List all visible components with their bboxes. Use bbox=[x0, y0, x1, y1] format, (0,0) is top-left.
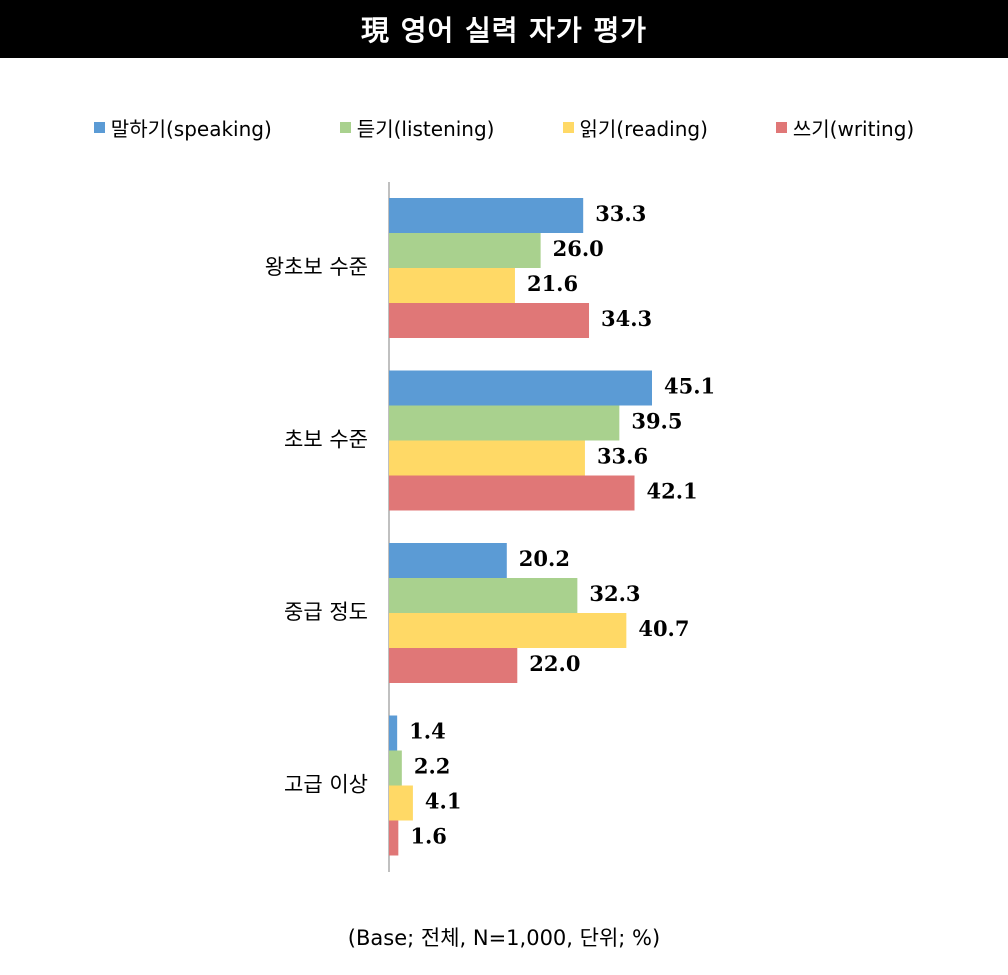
bar bbox=[389, 613, 627, 648]
data-label: 20.2 bbox=[519, 546, 570, 571]
bar bbox=[389, 750, 402, 786]
bar bbox=[389, 785, 413, 821]
data-label: 45.1 bbox=[664, 374, 715, 399]
data-label: 26.0 bbox=[553, 236, 604, 261]
bar bbox=[389, 543, 507, 578]
legend-item: 듣기(listening) bbox=[339, 113, 495, 142]
legend-item: 말하기(speaking) bbox=[93, 113, 272, 142]
chart-plot: 왕초보 수준 33.3 26.0 21.6 34.3 초보 수준 45.1 39.5 33.6 4… bbox=[265, 182, 715, 872]
bar bbox=[389, 405, 620, 441]
category-label: 초보 수준 bbox=[284, 428, 368, 452]
bar bbox=[389, 198, 584, 233]
category-label: 중급 정도 bbox=[284, 600, 368, 624]
legend-label: 듣기(listening) bbox=[356, 116, 495, 141]
bar bbox=[389, 233, 541, 268]
legend-swatch bbox=[339, 121, 351, 133]
chart-title: 現 영어 실력 자가 평가 bbox=[0, 0, 1008, 58]
bar bbox=[389, 370, 652, 406]
legend-item: 쓰기(writing) bbox=[775, 113, 915, 142]
data-label: 2.2 bbox=[414, 754, 451, 779]
bar bbox=[389, 475, 635, 511]
data-label: 40.7 bbox=[638, 616, 689, 641]
bar bbox=[389, 268, 515, 303]
category-label: 고급 이상 bbox=[284, 773, 368, 797]
data-label: 42.1 bbox=[647, 479, 698, 504]
legend-label: 말하기(speaking) bbox=[110, 116, 272, 141]
legend-swatch bbox=[775, 121, 787, 133]
bar bbox=[389, 820, 399, 856]
data-label: 33.6 bbox=[597, 444, 648, 469]
legend: 말하기(speaking) 듣기(listening) 읽기(reading) 쓰기(… bbox=[0, 110, 1008, 144]
chart-footnote: (Base; 전체, N=1,000, 단위; %) bbox=[347, 926, 661, 950]
bar bbox=[389, 578, 578, 613]
bar bbox=[389, 303, 590, 338]
data-label: 1.4 bbox=[409, 719, 446, 744]
legend-label: 읽기(reading) bbox=[579, 116, 708, 141]
data-label: 21.6 bbox=[527, 271, 578, 296]
bar bbox=[389, 440, 585, 476]
bar bbox=[389, 715, 398, 751]
data-label: 32.3 bbox=[589, 581, 640, 606]
data-label: 33.3 bbox=[595, 201, 646, 226]
data-label: 22.0 bbox=[529, 651, 580, 676]
data-label: 1.6 bbox=[410, 824, 447, 849]
legend-label: 쓰기(writing) bbox=[792, 116, 915, 141]
bar bbox=[389, 648, 518, 683]
data-label: 34.3 bbox=[601, 306, 652, 331]
legend-swatch bbox=[93, 121, 105, 133]
legend-item: 읽기(reading) bbox=[562, 113, 708, 142]
legend-swatch bbox=[562, 121, 574, 133]
data-label: 4.1 bbox=[425, 789, 462, 814]
category-label: 왕초보 수준 bbox=[265, 255, 368, 279]
data-label: 39.5 bbox=[631, 409, 682, 434]
